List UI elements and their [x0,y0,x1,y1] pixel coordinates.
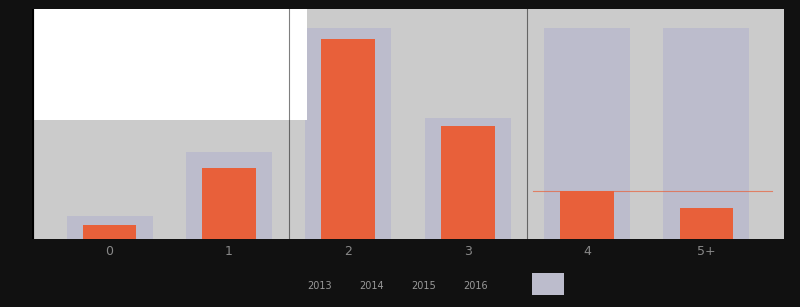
Text: 2015: 2015 [412,281,436,290]
Bar [560,191,614,239]
Bar [186,152,272,239]
Bar [82,225,137,239]
FancyBboxPatch shape [32,9,306,120]
Bar [679,208,734,239]
Bar [544,28,630,239]
Text: 2013: 2013 [308,281,332,290]
Bar [441,126,494,239]
Bar [306,28,391,239]
Bar [202,168,256,239]
Bar [425,118,510,239]
Text: 2016: 2016 [464,281,488,290]
Text: 2014: 2014 [360,281,384,290]
Bar [322,38,375,239]
Bar [663,28,750,239]
Bar [66,216,153,239]
